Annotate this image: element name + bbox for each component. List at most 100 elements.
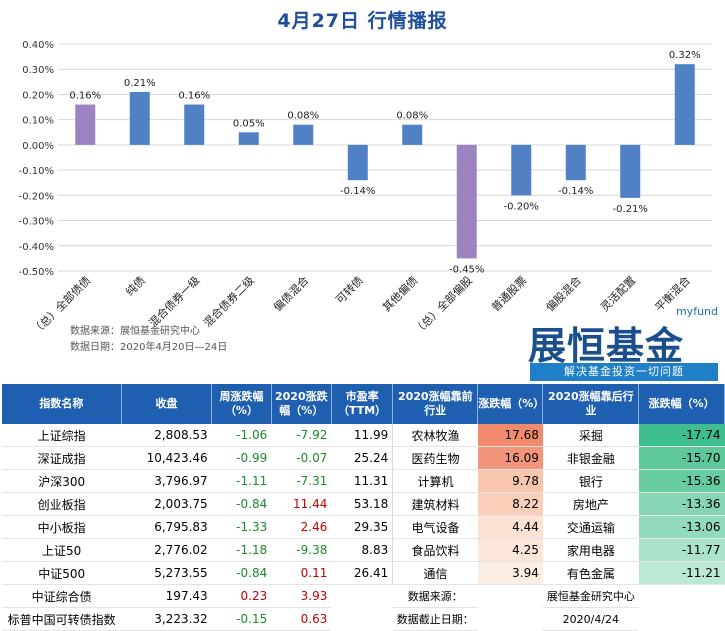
y-tick-label: -0.10% xyxy=(19,166,54,177)
data-label: 0.08% xyxy=(396,111,428,122)
table-cell: 4.25 xyxy=(477,538,543,562)
table-header-row: 指数名称 收盘 周涨跌幅（%） 2020涨跌幅（%） 市盈率（TTM） 2020涨幅靠前行… xyxy=(2,384,725,424)
table-cell: 2,776.02 xyxy=(121,538,212,562)
data-label: -0.21% xyxy=(613,204,648,215)
y-tick-label: -0.40% xyxy=(19,242,54,253)
bar xyxy=(674,64,695,145)
table-cell: 采掘 xyxy=(542,424,639,447)
y-tick-label: -0.50% xyxy=(19,267,54,278)
table-cell: 2,808.53 xyxy=(121,424,212,447)
table-header-cell: 收盘 xyxy=(121,384,213,424)
data-label: -0.14% xyxy=(340,186,375,197)
table-cell xyxy=(331,585,392,608)
y-tick-label: 0.30% xyxy=(22,65,54,76)
table-cell: -11.77 xyxy=(638,538,725,562)
table-cell: 沪深300 xyxy=(2,469,122,493)
bar xyxy=(129,91,150,145)
table-cell: 建筑材料 xyxy=(392,492,478,516)
table-cell: 上证50 xyxy=(2,538,122,562)
table-cell: 医药生物 xyxy=(392,446,478,470)
table-cell: 中证500 xyxy=(2,561,122,585)
table-cell: -0.99 xyxy=(211,446,272,470)
table-cell: 3.94 xyxy=(477,561,543,585)
table-cell: 食品饮料 xyxy=(392,538,478,562)
table-header-cell: 涨跌幅（%） xyxy=(477,384,544,424)
table-cell: -1.33 xyxy=(211,515,272,539)
data-label: 0.16% xyxy=(178,91,210,102)
x-category-label: 可转债 xyxy=(333,273,366,306)
y-tick-label: 0.10% xyxy=(22,116,54,127)
data-label: 0.05% xyxy=(233,118,265,129)
table-header-cell: 2020涨跌幅（%） xyxy=(271,384,332,424)
table-cell: 8.83 xyxy=(331,538,393,562)
table-row: 中证综合债 197.43 0.23 3.93 数据来源： 展恒基金研究中心 xyxy=(2,584,725,608)
table-cell: -13.36 xyxy=(638,492,725,516)
table-cell: 创业板指 xyxy=(2,492,122,516)
y-tick-label: -0.30% xyxy=(19,217,54,228)
table-cell: 8.22 xyxy=(477,492,543,516)
data-label: 0.32% xyxy=(669,50,701,61)
table-cell: -13.06 xyxy=(638,515,725,539)
table-cell: 29.35 xyxy=(331,515,393,539)
data-label: -0.14% xyxy=(558,186,593,197)
table-row: 中证500 5,273.55 -0.84 0.11 26.41 通信 3.94 有色金属 -11… xyxy=(2,561,725,585)
y-tick-label: 0.00% xyxy=(22,141,54,152)
table-cell: 197.43 xyxy=(121,584,212,608)
table-cell: -1.18 xyxy=(211,538,272,562)
bar xyxy=(620,144,641,198)
x-category-label: 混合债券二级 xyxy=(200,273,257,330)
table-header-cell: 市盈率（TTM） xyxy=(331,384,394,424)
table-header-cell: 涨跌幅（%） xyxy=(638,384,725,424)
brand-logo: myfund 展恒基金 解决基金投资一切问题 xyxy=(528,305,720,381)
bar-chart: 0.40% 0.30% 0.20% 0.10% 0.00% -0.10% -0.20% -0.… xyxy=(19,40,712,338)
table-cell: 银行 xyxy=(542,469,639,493)
table-cell: -15.70 xyxy=(638,446,725,470)
x-category-label: 其他偏债 xyxy=(379,273,420,314)
table-cell: 中小板指 xyxy=(2,515,122,539)
table-header-cell: 指数名称 xyxy=(2,384,122,424)
table-cell: 25.24 xyxy=(331,446,393,470)
table-cell: 9.78 xyxy=(477,469,543,493)
y-tick-label: 0.40% xyxy=(22,40,54,51)
table-cell: 展恒基金研究中心 xyxy=(542,584,639,608)
table-cell: 2,003.75 xyxy=(121,492,212,516)
table-cell xyxy=(639,585,725,608)
table-cell: 2.46 xyxy=(271,515,332,539)
bar xyxy=(456,144,477,259)
table-row: 创业板指 2,003.75 -0.84 11.44 53.18 建筑材料 8.22 房地产 -1… xyxy=(2,492,725,516)
table-cell: -11.21 xyxy=(638,561,725,585)
y-tick-label: 0.20% xyxy=(22,90,54,101)
table-cell: 11.44 xyxy=(271,492,332,516)
table-cell: 11.99 xyxy=(331,424,393,447)
data-label: 0.21% xyxy=(124,78,156,89)
table-cell: -1.06 xyxy=(211,424,272,447)
bar xyxy=(402,124,423,145)
table-cell: 房地产 xyxy=(542,492,639,516)
market-table: 指数名称 收盘 周涨跌幅（%） 2020涨跌幅（%） 市盈率（TTM） 2020涨幅靠前行… xyxy=(2,384,725,631)
table-cell: -15.36 xyxy=(638,469,725,493)
table-cell: 0.23 xyxy=(211,584,272,608)
table-cell: 53.18 xyxy=(331,492,393,516)
table-cell: 数据来源： xyxy=(392,584,478,608)
table-cell: -7.31 xyxy=(271,469,332,493)
bar xyxy=(565,144,586,181)
bar xyxy=(238,132,259,145)
y-tick-label: -0.20% xyxy=(19,191,54,202)
chart-date: 数据日期：2020年4月20日—24日 xyxy=(70,342,228,353)
table-cell: 农林牧渔 xyxy=(392,424,478,447)
table-cell: 计算机 xyxy=(392,469,478,493)
table-cell: 4.44 xyxy=(477,515,543,539)
table-row: 上证50 2,776.02 -1.18 -9.38 8.83 食品饮料 4.25 家用电器 -1… xyxy=(2,538,725,562)
bar xyxy=(293,124,314,145)
bar xyxy=(347,144,368,181)
table-row: 深证成指 10,423.46 -0.99 -0.07 25.24 医药生物 16.09 非银金… xyxy=(2,446,725,470)
table-cell: -17.74 xyxy=(638,424,725,447)
table-row: 上证综指 2,808.53 -1.06 -7.92 11.99 农林牧渔 17.68 采掘 -1… xyxy=(2,424,725,447)
table-cell: -1.11 xyxy=(211,469,272,493)
table-cell: 交通运输 xyxy=(542,515,639,539)
data-label: 0.08% xyxy=(287,111,319,122)
brand-slogan: 解决基金投资一切问题 xyxy=(530,363,718,381)
table-cell: 16.09 xyxy=(477,446,543,470)
bar xyxy=(75,104,96,145)
table-cell: -9.38 xyxy=(271,538,332,562)
